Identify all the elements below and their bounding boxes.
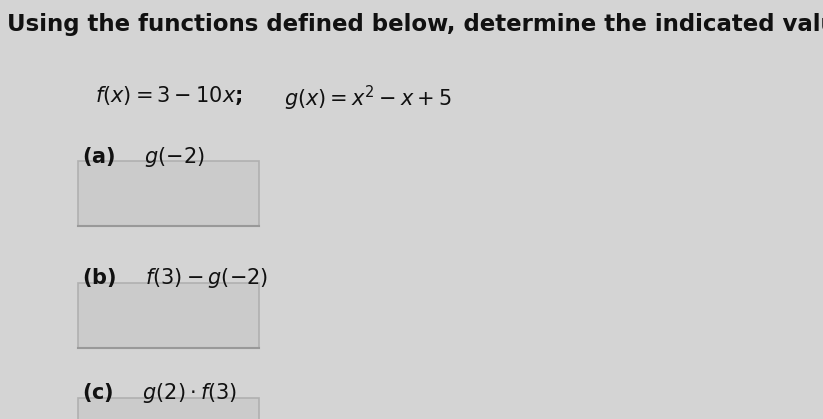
Text: Using the functions defined below, determine the indicated values: Using the functions defined below, deter… [7, 13, 823, 36]
Text: $g(x) = x^2 - x + 5$: $g(x) = x^2 - x + 5$ [284, 84, 452, 113]
Text: (b)    $f(3) - g(-2)$: (b) $f(3) - g(-2)$ [82, 266, 268, 290]
Bar [78, 398, 259, 419]
Bar [78, 161, 259, 226]
Text: (c)    $g(2) \cdot f(3)$: (c) $g(2) \cdot f(3)$ [82, 381, 238, 405]
Bar [78, 283, 259, 348]
Text: $f(x) = 3 - 10x$;: $f(x) = 3 - 10x$; [95, 84, 242, 107]
Text: (a)    $g(-2)$: (a) $g(-2)$ [82, 145, 205, 168]
